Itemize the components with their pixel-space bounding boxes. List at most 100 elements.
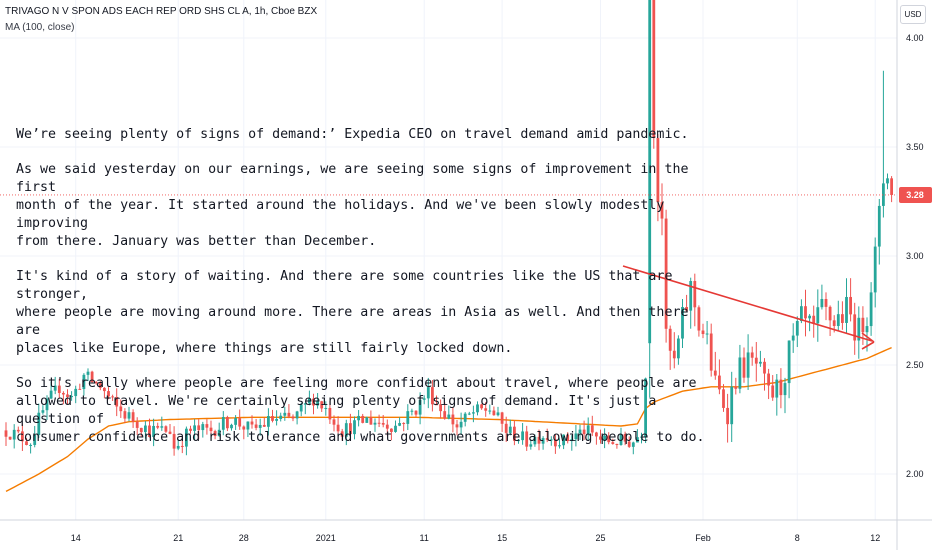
candle-body — [865, 326, 869, 333]
candle-body — [816, 307, 820, 324]
candle-body — [857, 317, 861, 341]
candle-body — [742, 357, 746, 378]
candle-body — [394, 425, 397, 432]
candle-body — [775, 379, 779, 398]
candle-body — [246, 421, 250, 430]
candle-body — [738, 357, 742, 389]
candlestick-series — [4, 0, 893, 456]
candle-body — [849, 296, 852, 315]
candle-body — [213, 431, 217, 437]
candle-body — [447, 414, 451, 419]
candle-body — [873, 246, 877, 293]
candle-body — [845, 296, 848, 323]
time-tick-label: 14 — [71, 533, 81, 543]
candle-body — [590, 425, 594, 433]
candle-body — [443, 411, 447, 419]
candle-body — [275, 418, 278, 421]
candle-body — [103, 387, 106, 392]
candle-body — [779, 379, 783, 396]
candle-body — [504, 423, 508, 433]
candle-body — [529, 444, 533, 447]
price-tick-label: 2.50 — [906, 360, 924, 370]
candle-body — [111, 396, 114, 398]
time-tick-label: 21 — [173, 533, 183, 543]
candle-body — [180, 445, 184, 447]
candle-body — [558, 445, 561, 447]
candle-body — [496, 412, 500, 416]
candle-body — [730, 386, 734, 425]
price-axis: 2.002.503.003.504.004.505.005.506.00 — [896, 0, 924, 550]
candle-body — [513, 426, 516, 441]
candle-body — [414, 410, 418, 415]
candle-body — [267, 416, 270, 427]
candle-body — [595, 432, 598, 437]
candle-body — [705, 333, 709, 335]
candle-body — [467, 413, 471, 415]
price-tick-label: 3.50 — [906, 142, 924, 152]
annotation-text[interactable]: We’re seeing plenty of signs of demand:’… — [16, 126, 716, 464]
candle-body — [16, 429, 20, 432]
candle-body — [144, 425, 147, 433]
price-tick-label: 2.00 — [906, 469, 924, 479]
candle-body — [21, 431, 24, 442]
candle-body — [148, 425, 151, 438]
candle-body — [488, 410, 492, 412]
indicator-label[interactable]: MA (100, close) — [5, 22, 75, 33]
candle-body — [242, 426, 246, 430]
candle-body — [763, 361, 766, 374]
candle-body — [78, 388, 82, 390]
candle-body — [381, 422, 385, 425]
time-tick-label: 8 — [795, 533, 800, 543]
candle-body — [882, 183, 885, 206]
candle-body — [135, 421, 139, 428]
candle-body — [357, 415, 360, 421]
candle-body — [25, 441, 28, 445]
candle-body — [308, 398, 311, 404]
candle-body — [29, 444, 32, 446]
candle-body — [484, 408, 488, 411]
symbol-title[interactable]: TRIVAGO N V SPON ADS EACH REP ORD SHS CL… — [5, 6, 318, 17]
candle-body — [734, 386, 738, 389]
price-tick-label: 4.00 — [906, 33, 924, 43]
candle-body — [525, 431, 529, 447]
candle-body — [185, 428, 188, 447]
candle-body — [8, 436, 12, 440]
candle-body — [217, 429, 221, 437]
candle-body — [90, 371, 94, 382]
candle-body — [226, 417, 229, 429]
candle-body — [238, 418, 242, 427]
candle-body — [70, 396, 73, 398]
candle-body — [836, 314, 840, 326]
candle-body — [521, 431, 524, 441]
annotation-paragraph: As we said yesterday on our earnings, we… — [16, 162, 689, 249]
candle-body — [877, 205, 881, 247]
candle-body — [12, 429, 16, 440]
candle-body — [832, 320, 836, 326]
candle-body — [344, 423, 348, 437]
candle-body — [726, 407, 729, 425]
currency-button[interactable]: USD — [900, 5, 926, 24]
candle-body — [549, 439, 553, 441]
candle-body — [640, 436, 643, 438]
candle-body — [795, 321, 799, 336]
candle-body — [361, 415, 365, 423]
candle-body — [570, 439, 574, 442]
candle-body — [607, 435, 611, 443]
candle-body — [554, 439, 557, 447]
candle-body — [800, 306, 803, 322]
candle-body — [578, 429, 582, 434]
candle-body — [349, 423, 352, 435]
time-tick-label: 11 — [420, 533, 429, 543]
candle-body — [537, 436, 541, 444]
candle-body — [652, 0, 656, 139]
candle-body — [402, 423, 406, 425]
candle-body — [709, 333, 713, 371]
candle-body — [767, 373, 770, 386]
candle-body — [771, 385, 775, 398]
candle-body — [701, 330, 705, 335]
candle-body — [808, 315, 811, 319]
candle-body — [250, 421, 254, 425]
candle-body — [861, 317, 865, 333]
candle-body — [291, 416, 295, 419]
